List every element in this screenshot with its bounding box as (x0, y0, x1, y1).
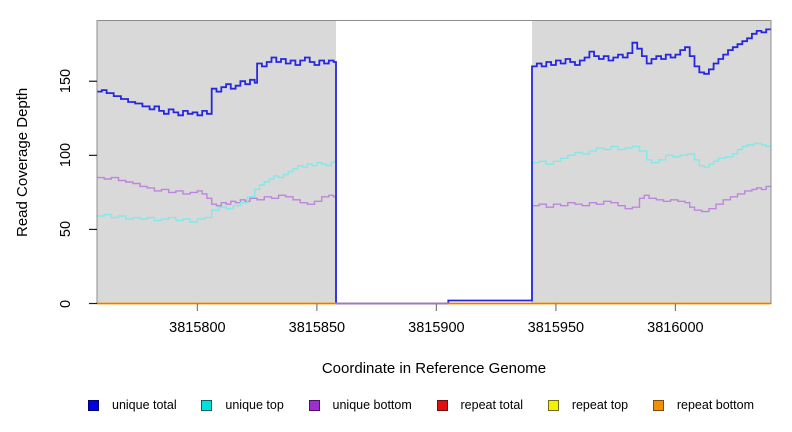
legend-item-repeat-top: repeat top (547, 398, 629, 412)
legend: unique total unique top unique bottom repea… (88, 398, 754, 412)
legend-item-unique-bottom: unique bottom (308, 398, 412, 412)
legend-item-repeat-bottom: repeat bottom (652, 398, 754, 412)
legend-label: unique total (112, 398, 177, 412)
y-tick-label: 150 (58, 69, 74, 94)
series-line-unique-total (97, 27, 771, 305)
x-tick-label: 3815900 (408, 320, 465, 336)
legend-swatch-unique-bottom (308, 399, 320, 411)
x-tick-label: 3816000 (647, 320, 704, 336)
legend-label: repeat total (460, 398, 524, 412)
legend-swatch-repeat-total (436, 399, 448, 411)
legend-label: unique top (225, 398, 284, 412)
series-line-unique-top (97, 142, 771, 305)
x-tick-label: 3815850 (288, 320, 346, 336)
legend-item-unique-top: unique top (201, 398, 284, 412)
legend-swatch-repeat-top (547, 399, 559, 411)
series-line-unique-bottom (97, 176, 771, 305)
legend-label: repeat top (571, 398, 629, 412)
x-tick-label: 3815950 (527, 320, 585, 336)
plot-shaded-region-0 (97, 20, 337, 304)
x-tick-label: 3815800 (169, 320, 226, 336)
y-tick-label: 0 (58, 299, 74, 308)
legend-swatch-repeat-bottom (652, 399, 664, 411)
x-axis-title: Coordinate in Reference Genome (321, 360, 547, 377)
legend-label: unique bottom (332, 398, 412, 412)
legend-swatch-unique-top (201, 399, 213, 411)
plot-border (96, 20, 772, 304)
legend-item-repeat-total: repeat total (436, 398, 524, 412)
y-axis-title: Read Coverage Depth (14, 87, 31, 237)
legend-item-unique-total: unique total (88, 398, 177, 412)
y-tick-label: 50 (58, 221, 74, 238)
legend-label: repeat bottom (676, 398, 754, 412)
y-tick-label: 100 (58, 143, 74, 168)
legend-swatch-unique-total (88, 399, 99, 411)
